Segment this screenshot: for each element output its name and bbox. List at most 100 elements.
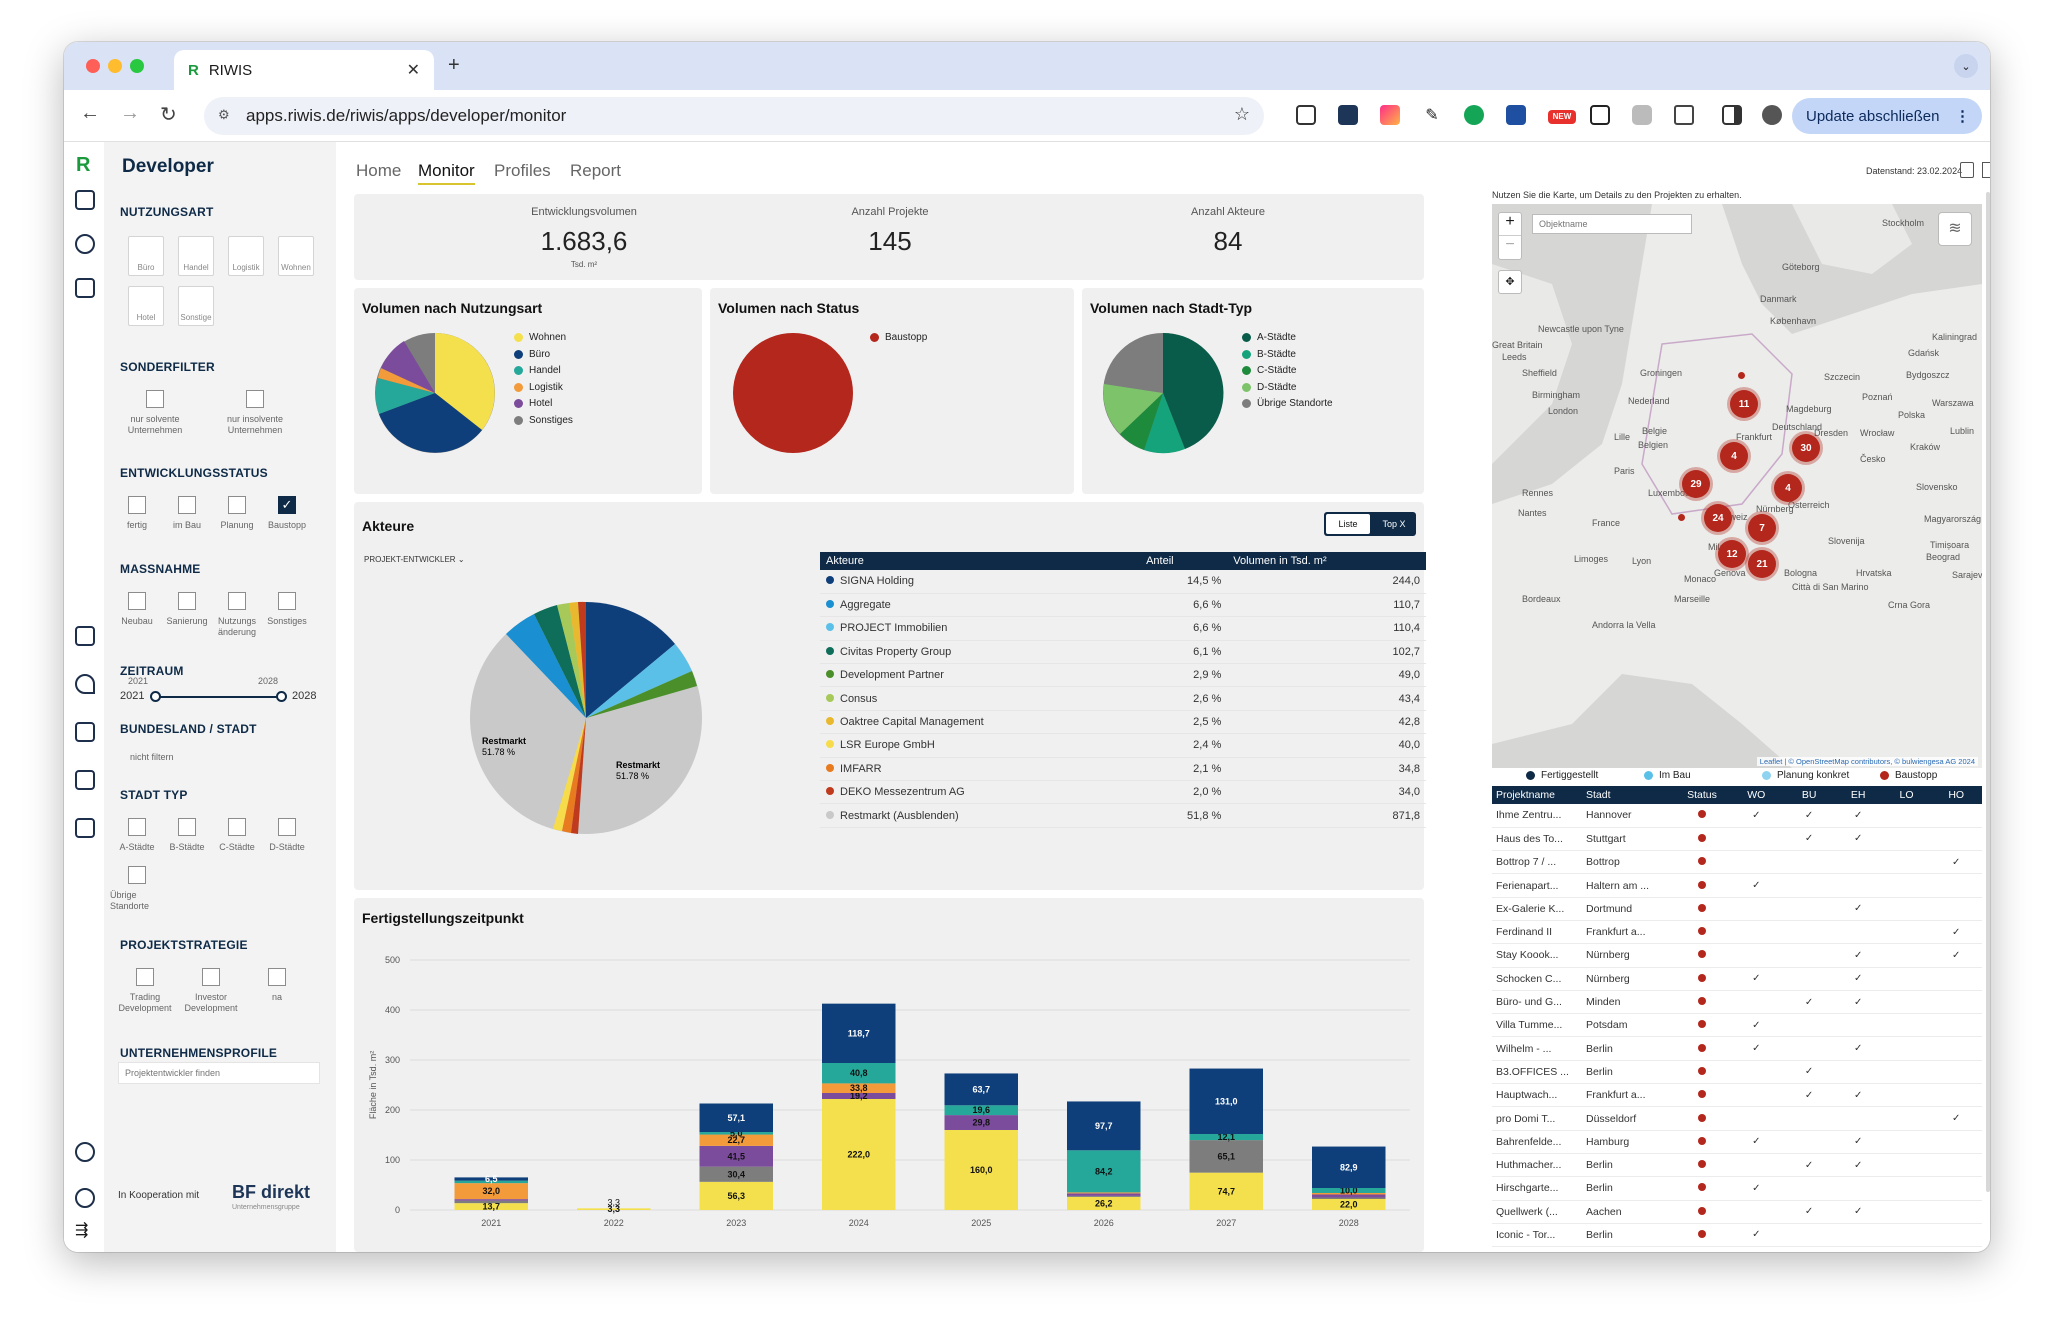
status-baustopp-checkbox[interactable]: ✓	[278, 496, 296, 514]
project-row[interactable]: Schocken C... Nürnberg ✓ ✓	[1492, 967, 1982, 991]
pie-slice-development-partner[interactable]	[586, 671, 697, 718]
bar-segment-wohnen[interactable]	[454, 1203, 529, 1210]
bar-segment-handel[interactable]	[822, 1063, 896, 1084]
pie-slice-project[interactable]	[586, 644, 692, 718]
map-canvas[interactable]: + − ✥ ≋ Stockholm Göteborg Danmark Københav…	[1492, 204, 1982, 768]
zeitraum-to-handle[interactable]	[276, 691, 287, 702]
akteure-row[interactable]: Aggregate 6,6 % 110,7	[820, 593, 1426, 618]
pie-slice-lsr[interactable]	[553, 718, 586, 831]
bar-segment-logistik[interactable]	[699, 1134, 774, 1146]
profile-card-icon[interactable]	[75, 190, 95, 210]
a-staedte-checkbox[interactable]	[128, 818, 146, 836]
bar-segment-handel[interactable]	[944, 1105, 1019, 1116]
map-cluster-21[interactable]: 21	[1748, 550, 1776, 578]
bar-segment-büro[interactable]	[822, 1003, 896, 1063]
export-table-icon[interactable]	[1982, 162, 1990, 178]
bar-segment-büro[interactable]	[944, 1073, 1019, 1106]
camera-icon[interactable]	[1632, 105, 1652, 125]
extensions-puzzle-icon[interactable]	[1674, 105, 1694, 125]
sidepanel-icon[interactable]	[1722, 105, 1742, 125]
nutzungsart-handel[interactable]: Handel	[178, 236, 214, 276]
toggle-liste[interactable]: Liste	[1326, 514, 1370, 534]
akteure-type-dropdown[interactable]: PROJEKT-ENTWICKLER ⌄	[364, 555, 465, 564]
bar-segment-hotel[interactable]	[944, 1115, 1019, 1130]
akteure-pie[interactable]: Restmarkt 51.78 % Restmarkt 51.78 %	[466, 598, 706, 838]
globe-icon[interactable]	[75, 234, 95, 254]
minimize-window-icon[interactable]	[108, 59, 122, 73]
project-row[interactable]: Villa Tumme... Potsdam ✓	[1492, 1013, 1982, 1038]
bar-segment-wohnen[interactable]	[1189, 1172, 1264, 1210]
pie-slice-deko[interactable]	[571, 718, 586, 834]
nav-report[interactable]: Report	[570, 161, 622, 180]
bar-segment-sonstiges[interactable]	[454, 1200, 529, 1204]
back-icon[interactable]: ←	[80, 102, 100, 124]
project-row[interactable]: Hirschgarte... Berlin ✓	[1492, 1176, 1982, 1201]
status-fertig-checkbox[interactable]	[128, 496, 146, 514]
reload-icon[interactable]: ↻	[160, 104, 177, 126]
pie-slice-d-staedte[interactable]	[1103, 384, 1163, 434]
b-staedte-checkbox[interactable]	[178, 818, 196, 836]
bar-segment-hotel[interactable]	[1312, 1194, 1386, 1198]
pie-slice-civitas[interactable]	[534, 605, 586, 718]
col-bu[interactable]: BU	[1784, 786, 1834, 804]
project-row[interactable]: Büro- und G... Minden ✓ ✓	[1492, 990, 1982, 1015]
bar-segment-handel[interactable]	[1189, 1134, 1264, 1141]
project-row[interactable]: Huthmacher... Berlin ✓ ✓	[1492, 1153, 1982, 1178]
b-blue-extension-icon[interactable]	[1506, 105, 1526, 125]
na-checkbox[interactable]	[268, 968, 286, 986]
akteure-row[interactable]: PROJECT Immobilien 6,6 % 110,4	[820, 616, 1426, 641]
bar-segment-büro[interactable]	[454, 1177, 529, 1181]
close-tab-icon[interactable]: ✕	[406, 62, 420, 79]
pie-slice-deko-top[interactable]	[578, 601, 586, 718]
forward-icon[interactable]: →	[120, 102, 140, 124]
bar-segment-wohnen[interactable]	[1312, 1199, 1386, 1210]
new-badge-icon[interactable]: NEW	[1548, 110, 1576, 124]
map-cluster-7[interactable]: 7	[1748, 514, 1776, 542]
b-extension-icon[interactable]	[1338, 105, 1358, 125]
status-imbau-checkbox[interactable]	[178, 496, 196, 514]
akteure-row[interactable]: IMFARR 2,1 % 34,8	[820, 757, 1426, 782]
bar-segment-hotel[interactable]	[1067, 1193, 1141, 1196]
comment-icon[interactable]	[75, 278, 95, 298]
bar-segment-sonstiges[interactable]	[1067, 1195, 1141, 1197]
project-row[interactable]: Ferdinand II Frankfurt a... ✓	[1492, 920, 1982, 945]
new-tab-icon[interactable]: +	[448, 54, 460, 76]
map-cluster-24[interactable]: 24	[1704, 504, 1732, 532]
map-marker[interactable]	[1678, 514, 1685, 521]
zeitraum-from-handle[interactable]	[150, 691, 161, 702]
pie-slice-signa[interactable]	[586, 602, 675, 718]
scrollbar[interactable]	[1986, 192, 1990, 1192]
update-button[interactable]: Update abschließen ⋮	[1792, 98, 1982, 134]
bar-segment-sonstiges[interactable]	[1312, 1197, 1386, 1200]
pie-slice-aggregate[interactable]	[506, 614, 586, 718]
tab-search-icon[interactable]: ⌄	[1954, 54, 1978, 78]
status-planung-checkbox[interactable]	[228, 496, 246, 514]
bar-segment-hotel[interactable]	[822, 1093, 896, 1099]
pie-slice-handel[interactable]	[375, 378, 435, 414]
pie-slice-a-staedte[interactable]	[1163, 332, 1224, 449]
bar-segment-wohnen[interactable]	[822, 1099, 896, 1210]
nav-home[interactable]: Home	[356, 161, 402, 180]
nav-profiles[interactable]: Profiles	[494, 161, 551, 180]
bar-segment-wohnen[interactable]	[577, 1208, 651, 1210]
projektentwickler-search-input[interactable]	[118, 1062, 320, 1084]
grid-apps-icon[interactable]	[75, 770, 95, 790]
bar-segment-logistik[interactable]	[822, 1083, 896, 1093]
pie-slice-hotel[interactable]	[381, 341, 435, 393]
toggle-topx[interactable]: Top X	[1382, 519, 1406, 529]
col-anteil[interactable]: Anteil	[1140, 552, 1228, 570]
more-menu-icon[interactable]: ⋮	[1955, 108, 1970, 125]
project-row[interactable]: Iconic - Tor... Berlin ✓	[1492, 1223, 1982, 1248]
screenshot-extension-icon[interactable]	[1296, 105, 1316, 125]
project-row[interactable]: Stay Koook... Nürnberg ✓ ✓	[1492, 943, 1982, 968]
bar-segment-wohnen[interactable]	[944, 1130, 1019, 1210]
bar-segment-büro[interactable]	[1067, 1101, 1141, 1151]
col-projektname[interactable]: Projektname	[1492, 786, 1582, 804]
akteure-row[interactable]: Civitas Property Group 6,1 % 102,7	[820, 640, 1426, 665]
col-eh[interactable]: EH	[1833, 786, 1883, 804]
project-row[interactable]: Wilhelm - ... Berlin ✓ ✓	[1492, 1036, 1982, 1061]
logout-icon[interactable]: ⇶	[75, 1222, 89, 1239]
uebrige-standorte-checkbox[interactable]	[128, 866, 146, 884]
insolvent-checkbox[interactable]	[246, 390, 264, 408]
site-info-icon[interactable]: ⚙	[218, 107, 230, 122]
